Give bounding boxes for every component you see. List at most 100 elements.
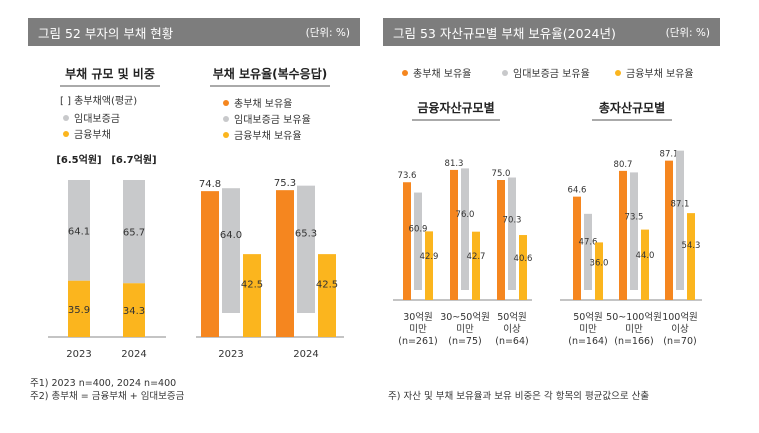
chart53-left-xtick-1-2: (n=75) bbox=[448, 336, 481, 347]
footnote53: 주) 자산 및 부채 보유율과 보유 비중은 각 항목의 평균값으로 산출 bbox=[388, 391, 650, 402]
chart53-left-label-1-2: 42.7 bbox=[467, 252, 486, 262]
chart53-left-bar-0-2 bbox=[425, 231, 433, 300]
chart53-left-label-2-0: 75.0 bbox=[492, 169, 511, 179]
chart53-right-xtick-2-2: (n=70) bbox=[663, 336, 696, 347]
xtick52-left-2023: 2023 bbox=[66, 349, 91, 360]
legend52-yellow-dot bbox=[63, 131, 69, 137]
legend52r-gray-dot bbox=[223, 116, 229, 122]
chart53-right-label-2-2: 54.3 bbox=[682, 241, 701, 251]
chart53-left-bar-1-0 bbox=[450, 169, 458, 300]
label52-left-2024-1: 65.7 bbox=[123, 228, 145, 239]
chart53-right-xtick-1-2: (n=166) bbox=[614, 336, 654, 347]
legend52r-orange-dot bbox=[223, 100, 229, 106]
chart53-right-bar-2-0 bbox=[665, 160, 673, 300]
chart52-left-subtitle: 부채 규모 및 비중 bbox=[65, 66, 155, 81]
label52-right-2024-2: 42.5 bbox=[316, 279, 338, 290]
chart53-right-label-2-1: 87.1 bbox=[671, 199, 690, 209]
chart53-right-bar-1-0 bbox=[619, 170, 627, 300]
chart53-left-subtitle: 금융자산규모별 bbox=[417, 100, 494, 115]
label52-right-2023-1: 64.0 bbox=[220, 230, 242, 241]
chart53-left-bar-0-0 bbox=[403, 182, 411, 300]
chart53-right-bar-1-1 bbox=[630, 172, 638, 290]
legend52r-label-0: 총부채 보유율 bbox=[234, 98, 292, 110]
chart53-left-bar-1-1 bbox=[461, 168, 469, 290]
chart53-left-label-0-1: 60.9 bbox=[409, 225, 428, 235]
label52-right-2024-0: 75.3 bbox=[274, 178, 296, 189]
bar52-right-2024-0 bbox=[276, 190, 294, 337]
chart53-left-xtick-2-0: 50억원 bbox=[497, 311, 527, 323]
total-2024: [6.7억원] bbox=[111, 153, 156, 166]
legend52r-label-1: 임대보증금 보유율 bbox=[234, 113, 311, 126]
figure53-title: 그림 53 자산규모별 부채 보유율(2024년) bbox=[393, 25, 616, 41]
chart53-left-bar-2-2 bbox=[519, 235, 527, 300]
chart53-left-label-2-1: 70.3 bbox=[503, 216, 522, 226]
label52-left-2024-0: 34.3 bbox=[123, 306, 145, 317]
chart53-right-xtick-0-1: 미만 bbox=[579, 324, 597, 335]
chart53-left-xtick-1-1: 미만 bbox=[456, 324, 474, 335]
chart53-right-bar-0-0 bbox=[573, 196, 581, 300]
bar52-left-2024-0 bbox=[123, 283, 145, 337]
label52-right-2024-1: 65.3 bbox=[295, 229, 317, 240]
legend52r-yellow-dot bbox=[223, 132, 229, 138]
chart53-left-label-0-2: 42.9 bbox=[420, 252, 439, 262]
figure53-header: 그림 53 자산규모별 부채 보유율(2024년) (단위: %) bbox=[383, 18, 720, 46]
footnote52-1: 주1) 2023 n=400, 2024 n=400 bbox=[30, 378, 177, 389]
xtick52-left-2024: 2024 bbox=[121, 349, 146, 360]
legend53-yellow-dot bbox=[615, 70, 621, 76]
chart53-left-xtick-0-1: 미만 bbox=[409, 324, 427, 335]
xtick52-right-2024: 2024 bbox=[293, 349, 318, 360]
chart53-left-xtick-1-0: 30~50억원 bbox=[440, 311, 490, 323]
figure52-title: 그림 52 부자의 부채 현황 bbox=[38, 25, 174, 41]
chart53-right-xtick-2-1: 이상 bbox=[671, 324, 689, 335]
chart53-left-xtick-0-0: 30억원 bbox=[403, 311, 433, 323]
chart53-right-xtick-0-0: 50억원 bbox=[573, 311, 603, 323]
bar52-left-2023-1 bbox=[68, 180, 90, 281]
chart53-right-bar-2-2 bbox=[687, 213, 695, 300]
chart53-left-xtick-2-1: 이상 bbox=[503, 324, 521, 335]
bar52-left-2024-1 bbox=[123, 180, 145, 284]
chart53-left-bar-1-2 bbox=[472, 231, 480, 300]
bar52-right-2023-1 bbox=[222, 188, 240, 313]
chart53-right-bar-0-2 bbox=[595, 242, 603, 300]
legend53-label-2: 금융부채 보유율 bbox=[626, 68, 694, 80]
footnote52-2: 주2) 총부채 = 금융부채 + 임대보증금 bbox=[30, 391, 185, 402]
bar52-left-2023-0 bbox=[68, 280, 90, 337]
chart53-right-label-1-1: 73.5 bbox=[625, 212, 644, 222]
chart53-left-label-1-0: 81.3 bbox=[445, 159, 464, 169]
chart53-left-bar-2-0 bbox=[497, 180, 505, 300]
chart52-right-subtitle: 부채 보유율(복수응답) bbox=[213, 66, 328, 81]
chart53-right-xtick-1-1: 미만 bbox=[625, 324, 643, 335]
bar52-right-2023-2 bbox=[243, 254, 261, 337]
chart53-right-label-0-0: 64.6 bbox=[568, 186, 587, 196]
chart53-right-label-0-2: 36.0 bbox=[590, 258, 609, 268]
chart53-left-label-0-0: 73.6 bbox=[398, 171, 417, 181]
bar52-right-2024-1 bbox=[297, 185, 315, 313]
chart53-right-xtick-0-2: (n=164) bbox=[568, 336, 608, 347]
chart53-right-label-1-2: 44.0 bbox=[636, 251, 655, 261]
legend53-orange-dot bbox=[402, 70, 408, 76]
chart53-right-subtitle: 총자산규모별 bbox=[599, 100, 665, 115]
legend53-gray-dot bbox=[502, 70, 508, 76]
chart53-right-bar-2-1 bbox=[676, 150, 684, 290]
label52-left-2023-0: 35.9 bbox=[68, 305, 90, 316]
xtick52-right-2023: 2023 bbox=[218, 349, 243, 360]
chart53-left-bar-0-1 bbox=[414, 192, 422, 290]
label52-left-2023-1: 64.1 bbox=[68, 226, 90, 237]
chart53-left-label-2-2: 40.6 bbox=[514, 254, 533, 264]
chart53-left-xtick-0-2: (n=261) bbox=[398, 336, 438, 347]
legend53-label-1: 임대보증금 보유율 bbox=[513, 67, 590, 80]
label52-right-2023-0: 74.8 bbox=[199, 179, 221, 190]
figure52-unit: (단위: %) bbox=[305, 26, 350, 39]
legend52-yellow-label: 금융부채 bbox=[74, 129, 111, 141]
bars-group: 35.9 64.1 2023 34.3 65.7 2024 74.8 64.0 42.5 2023… bbox=[66, 150, 700, 360]
chart53-right-label-1-0: 80.7 bbox=[614, 160, 633, 170]
figure53-unit: (단위: %) bbox=[665, 26, 710, 39]
legend52-gray-dot bbox=[63, 115, 69, 121]
total-2023: [6.5억원] bbox=[56, 153, 101, 166]
bar52-right-2024-2 bbox=[318, 254, 336, 337]
legend52-gray-label: 임대보증금 bbox=[74, 112, 120, 125]
chart53-right-bar-1-2 bbox=[641, 229, 649, 300]
chart53-right-label-0-1: 47.6 bbox=[579, 237, 598, 247]
chart53-right-xtick-2-0: 100억원 bbox=[662, 311, 698, 323]
chart53-left-bar-2-1 bbox=[508, 177, 516, 290]
